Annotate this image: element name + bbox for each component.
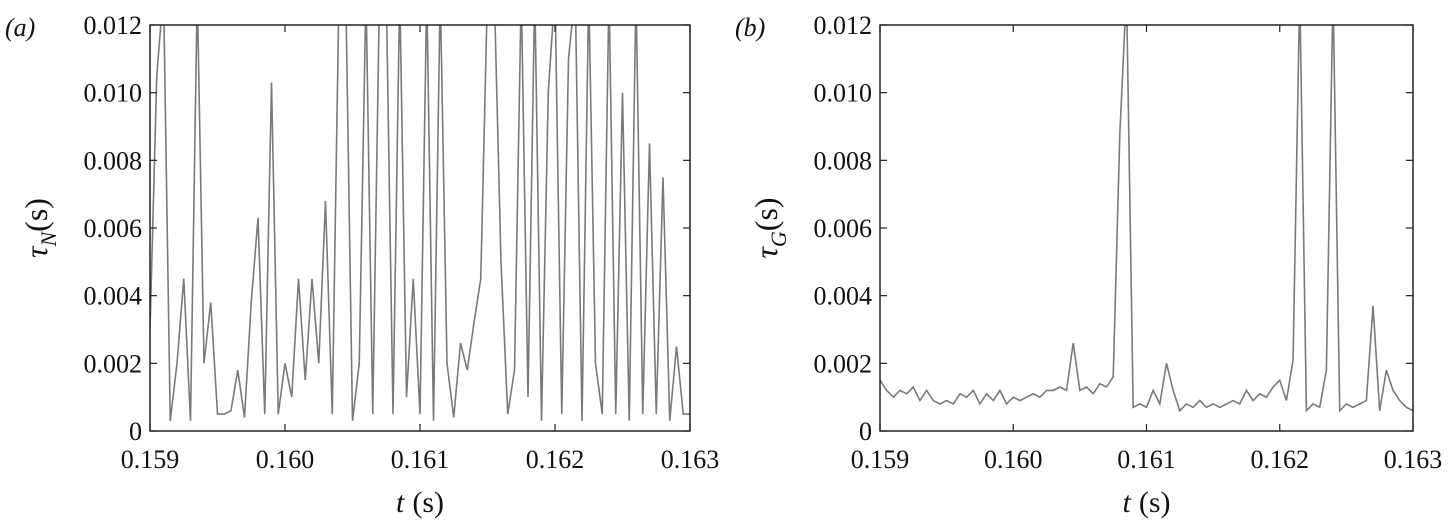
x-tick-label: 0.163 — [1384, 445, 1443, 474]
y-tick-label: 0.008 — [84, 146, 143, 175]
x-tick-label: 0.163 — [661, 445, 720, 474]
y-tick-label: 0.002 — [814, 349, 873, 378]
y-tick-label: 0.006 — [84, 214, 143, 243]
y-tick-label: 0.004 — [814, 282, 873, 311]
x-axis-label: t (s) — [1123, 486, 1171, 519]
x-tick-label: 0.159 — [851, 445, 910, 474]
y-label-subscript: N — [36, 231, 61, 248]
y-tick-label: 0.010 — [814, 79, 873, 108]
panel: 0 0.002 0.004 0.006 0.008 0.010 0.012 0.159 0.16… — [5, 11, 720, 519]
y-tick-label: 0.004 — [84, 282, 143, 311]
x-tick-label: 0.162 — [526, 445, 585, 474]
y-tick-label: 0.006 — [814, 214, 873, 243]
y-label-symbol: τ — [18, 245, 54, 258]
x-label-unit: (s) — [1139, 486, 1171, 519]
y-axis-label: τG(s) — [748, 197, 791, 258]
data-line — [150, 25, 690, 421]
y-axis-label: τN(s) — [18, 198, 61, 258]
x-tick-label: 0.160 — [984, 445, 1043, 474]
y-tick-label: 0 — [129, 417, 142, 446]
x-axis-label: t (s) — [396, 486, 444, 519]
y-label-unit: (s) — [748, 197, 784, 231]
plot-frame — [879, 24, 1414, 432]
y-tick-label: 0.008 — [814, 146, 873, 175]
data-line — [880, 25, 1413, 413]
y-tick-label: 0.010 — [84, 79, 143, 108]
y-label-unit: (s) — [18, 198, 54, 232]
x-tick-label: 0.160 — [256, 445, 315, 474]
x-label-symbol: t — [1123, 486, 1132, 519]
panel-label: (a) — [5, 13, 35, 42]
x-label-symbol: t — [396, 486, 405, 519]
x-tick-label: 0.161 — [1117, 445, 1176, 474]
x-tick-label: 0.159 — [121, 445, 180, 474]
y-tick-label: 0 — [859, 417, 872, 446]
panel: 0 0.002 0.004 0.006 0.008 0.010 0.012 0.159 0.16… — [735, 11, 1443, 519]
y-tick-label: 0.012 — [814, 11, 873, 40]
y-tick-label: 0.012 — [84, 11, 143, 40]
y-tick-label: 0.002 — [84, 349, 143, 378]
panel-label: (b) — [735, 13, 765, 42]
x-label-unit: (s) — [412, 486, 444, 519]
x-tick-label: 0.162 — [1251, 445, 1310, 474]
x-tick-label: 0.161 — [391, 445, 450, 474]
y-label-subscript: G — [766, 231, 791, 247]
y-label-symbol: τ — [748, 246, 784, 259]
